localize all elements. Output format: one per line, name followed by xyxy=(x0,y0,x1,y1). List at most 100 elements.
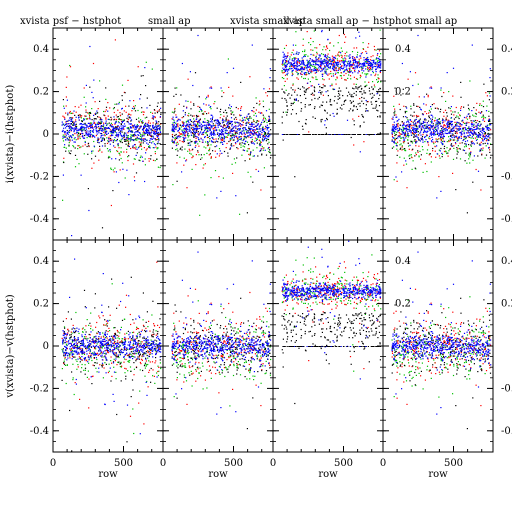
data-point xyxy=(449,123,451,125)
data-point xyxy=(413,127,415,129)
data-point xyxy=(248,148,250,150)
data-point xyxy=(265,119,267,121)
data-point xyxy=(207,96,209,98)
data-point xyxy=(463,136,465,138)
data-point xyxy=(134,124,136,126)
data-point xyxy=(396,154,398,156)
data-point xyxy=(151,142,153,144)
data-point xyxy=(116,134,118,136)
data-point xyxy=(449,127,451,129)
data-point xyxy=(465,143,467,145)
data-point xyxy=(234,132,236,134)
data-point xyxy=(410,120,412,123)
data-point xyxy=(396,162,398,164)
data-point xyxy=(489,95,491,97)
data-point xyxy=(429,153,431,155)
data-point xyxy=(264,131,266,133)
data-point xyxy=(453,129,455,131)
data-point xyxy=(303,93,306,96)
data-point xyxy=(287,109,289,111)
data-point xyxy=(281,97,283,99)
data-point xyxy=(407,126,409,128)
data-point xyxy=(187,120,189,122)
data-point xyxy=(86,134,88,136)
data-point xyxy=(288,60,290,62)
data-point xyxy=(229,147,232,149)
data-point xyxy=(195,154,197,156)
data-point xyxy=(283,47,286,49)
data-point xyxy=(344,100,346,102)
data-point xyxy=(232,172,234,174)
data-point xyxy=(265,154,268,156)
data-point xyxy=(245,137,247,139)
data-point xyxy=(417,105,419,108)
data-point xyxy=(62,115,64,117)
data-point xyxy=(414,119,416,121)
data-point xyxy=(151,138,153,140)
data-point xyxy=(375,73,377,75)
data-point xyxy=(93,140,95,143)
data-point xyxy=(350,64,352,66)
data-point xyxy=(353,67,355,70)
data-point xyxy=(349,65,351,67)
data-point xyxy=(194,141,196,143)
data-point xyxy=(358,70,360,72)
data-point xyxy=(201,110,203,112)
data-point xyxy=(311,92,314,94)
data-point xyxy=(400,133,402,135)
data-point xyxy=(83,153,85,155)
data-point xyxy=(475,113,477,115)
data-point xyxy=(91,125,93,128)
data-point xyxy=(285,111,287,113)
data-point xyxy=(177,118,179,120)
data-point xyxy=(209,133,211,135)
data-point xyxy=(136,127,138,129)
data-point xyxy=(429,124,431,126)
data-point xyxy=(151,135,153,137)
data-point xyxy=(286,74,288,76)
data-point xyxy=(203,164,205,166)
data-point xyxy=(359,102,361,104)
data-point xyxy=(378,58,380,60)
data-point xyxy=(149,134,151,136)
data-point xyxy=(441,156,443,158)
data-point xyxy=(449,138,451,140)
data-point xyxy=(406,110,408,113)
data-point xyxy=(221,129,223,131)
data-point xyxy=(472,120,474,122)
data-point xyxy=(441,131,443,134)
data-point xyxy=(210,133,212,135)
data-point xyxy=(457,116,459,118)
data-point xyxy=(478,134,480,136)
data-point xyxy=(229,107,231,110)
data-point xyxy=(430,86,432,88)
data-point xyxy=(341,104,343,106)
data-point xyxy=(453,135,455,137)
data-point xyxy=(393,112,395,114)
data-point xyxy=(450,128,452,130)
data-point xyxy=(303,90,305,92)
data-point xyxy=(141,156,143,158)
data-point xyxy=(412,121,414,123)
data-point xyxy=(77,114,79,116)
data-point xyxy=(90,112,92,114)
data-point xyxy=(210,134,212,136)
data-point xyxy=(95,112,97,114)
data-point xyxy=(93,122,96,124)
data-point xyxy=(295,99,297,101)
data-point xyxy=(448,107,450,109)
data-point xyxy=(199,132,201,134)
data-point xyxy=(405,106,407,108)
data-point xyxy=(211,87,213,89)
data-point xyxy=(183,137,185,140)
data-point xyxy=(324,70,326,72)
data-point xyxy=(484,157,486,159)
data-point xyxy=(313,60,315,62)
data-point xyxy=(347,71,349,73)
data-point xyxy=(215,156,217,158)
data-point xyxy=(268,115,270,117)
data-point xyxy=(174,126,176,128)
data-point xyxy=(332,58,335,60)
data-point xyxy=(243,149,246,152)
data-point xyxy=(99,100,101,102)
